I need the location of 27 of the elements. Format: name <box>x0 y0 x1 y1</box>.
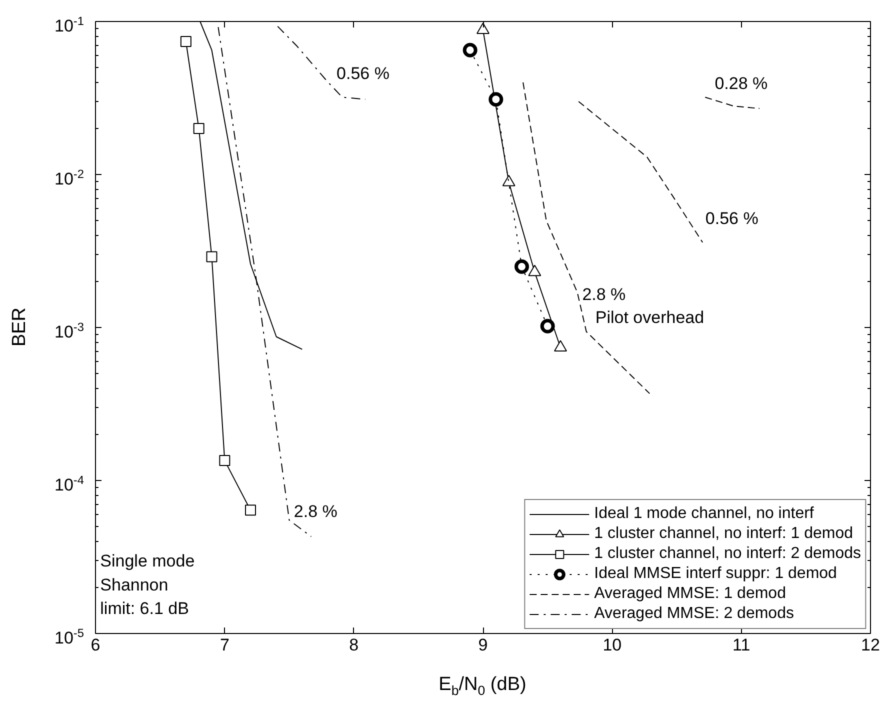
x-tick-label: 6 <box>90 636 100 654</box>
x-tick-label: 9 <box>478 636 488 654</box>
legend-label: Ideal MMSE interf suppr: 1 demod <box>594 565 837 583</box>
y-tick-label: 10$^{-1}$ <box>54 13 84 38</box>
y-tick-label: 10$^{-2}$ <box>54 166 84 191</box>
x-tick-label: 7 <box>220 636 230 654</box>
y-axis-title: BER <box>9 306 31 349</box>
y-tick-label: 10$^{-5}$ <box>54 625 84 650</box>
annotation: Pilot overhead <box>595 308 704 328</box>
annotation: 2.8 % <box>582 284 626 304</box>
x-tick-label: 12 <box>861 636 880 654</box>
legend-label: 1 cluster channel, no interf: 1 demod <box>594 525 853 543</box>
annotation: 0.56 % <box>336 64 390 84</box>
legend-label: 1 cluster channel, no interf: 2 demods <box>594 545 861 563</box>
legend-label: Ideal 1 mode channel, no interf <box>594 505 814 523</box>
legend-label: Averaged MMSE: 2 demods <box>594 605 794 623</box>
x-tick-label: 11 <box>732 636 750 654</box>
y-tick-label: 10$^{-3}$ <box>54 319 84 344</box>
annotation: 0.28 % <box>714 74 768 93</box>
x-axis-title: E$_{b}$/N$_{0}$ (dB) <box>438 673 528 700</box>
annotation: 2.8 % <box>294 502 338 522</box>
y-tick-label: 10$^{-4}$ <box>54 472 84 497</box>
legend-label: Averaged MMSE: 1 demod <box>594 585 786 603</box>
annotation: 0.56 % <box>705 209 758 228</box>
x-tick-label: 8 <box>349 636 359 654</box>
annotation: Single mode Shannon limit: 6.1 dB <box>100 552 195 618</box>
x-tick-label: 10 <box>602 636 622 654</box>
